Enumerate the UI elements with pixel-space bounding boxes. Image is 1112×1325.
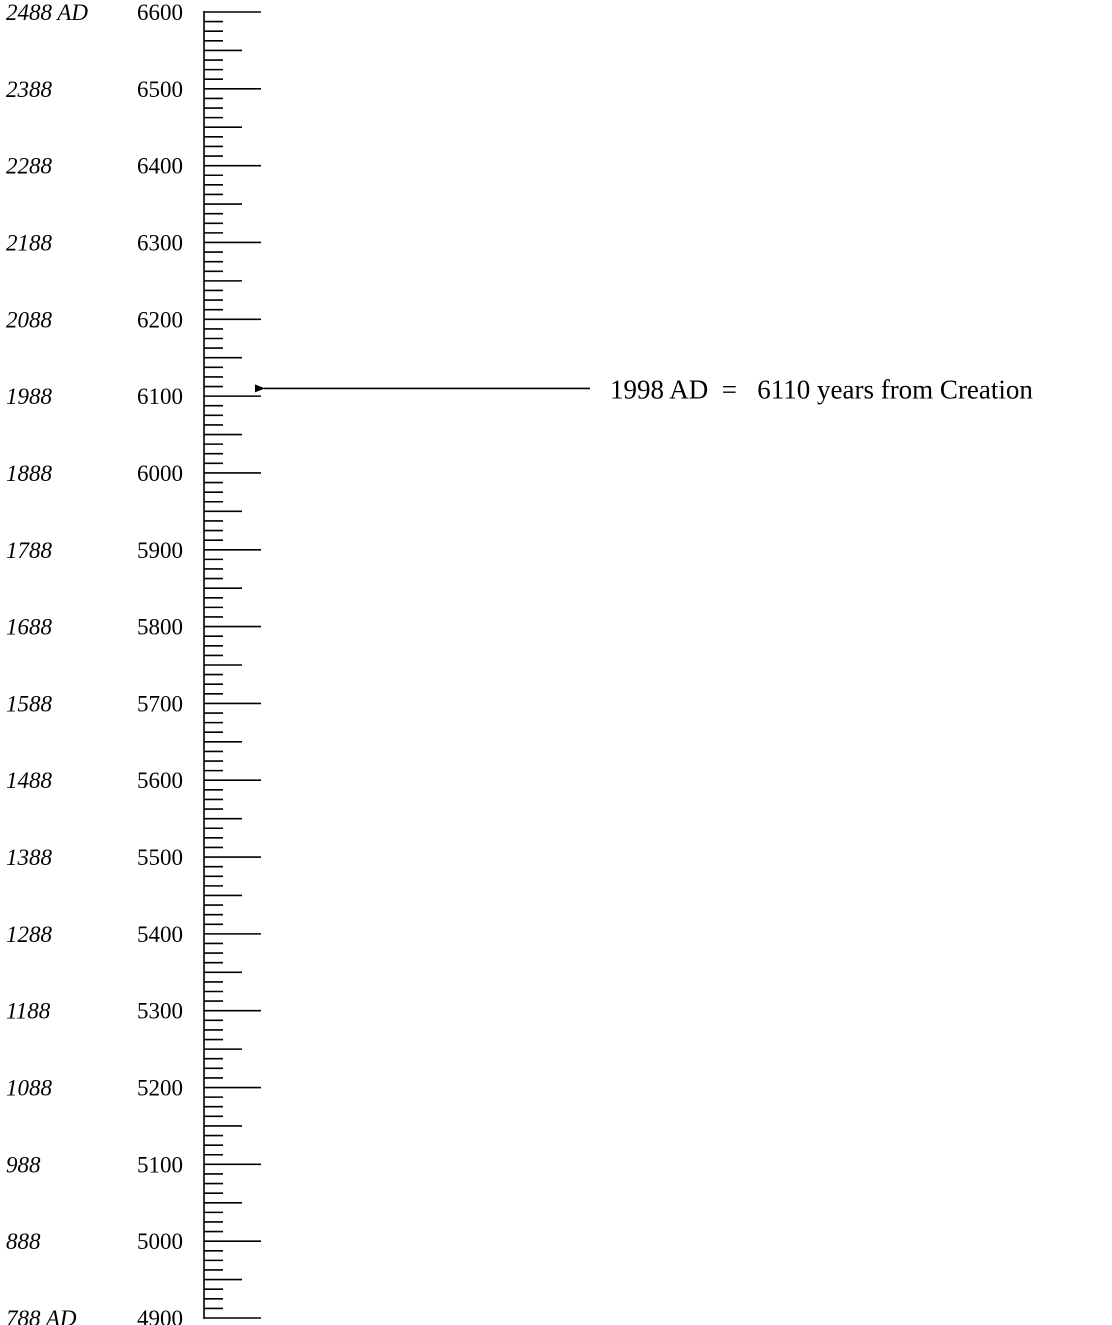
- creation-year-label: 5600: [137, 768, 183, 793]
- labels-layer: 2488 AD 6600 2388 6500 2288 6400 2188 6300 2088 6…: [6, 0, 183, 1325]
- creation-year-label: 5700: [137, 691, 183, 716]
- ad-year-label: 2088: [6, 307, 53, 332]
- creation-year-label: 6000: [137, 461, 183, 486]
- ad-year-label: 988: [6, 1152, 41, 1177]
- creation-year-label: 5800: [137, 615, 183, 640]
- creation-year-label: 5300: [137, 999, 183, 1024]
- creation-year-label: 6500: [137, 77, 183, 102]
- creation-year-label: 5200: [137, 1076, 183, 1101]
- ad-year-label: 1788: [6, 538, 53, 563]
- creation-year-label: 6400: [137, 154, 183, 179]
- creation-year-label: 5100: [137, 1152, 183, 1177]
- ad-year-label: 1488: [6, 768, 53, 793]
- annotation-layer: 1998 AD = 6110 years from Creation: [255, 374, 1033, 404]
- ad-year-label: 2388: [6, 77, 53, 102]
- ad-year-label: 2488 AD: [6, 0, 88, 25]
- creation-year-label: 6300: [137, 230, 183, 255]
- creation-year-label: 4900: [137, 1306, 183, 1325]
- ad-year-label: 1588: [6, 691, 53, 716]
- creation-year-label: 5900: [137, 538, 183, 563]
- creation-year-label: 6100: [137, 384, 183, 409]
- creation-year-label: 5500: [137, 845, 183, 870]
- ad-year-label: 888: [6, 1229, 41, 1254]
- ad-year-label: 2188: [6, 230, 53, 255]
- ad-year-label: 1688: [6, 615, 53, 640]
- creation-year-label: 6600: [137, 0, 183, 25]
- creation-year-label: 6200: [137, 307, 183, 332]
- ad-year-label: 1888: [6, 461, 53, 486]
- ad-year-label: 2288: [6, 154, 53, 179]
- ad-year-label: 788 AD: [6, 1306, 77, 1325]
- ad-year-label: 1988: [6, 384, 53, 409]
- annotation-label: 1998 AD = 6110 years from Creation: [610, 374, 1033, 404]
- ad-year-label: 1288: [6, 922, 53, 947]
- ad-year-label: 1088: [6, 1076, 53, 1101]
- ticks-layer: [203, 11, 261, 1319]
- creation-year-label: 5400: [137, 922, 183, 947]
- creation-year-label: 5000: [137, 1229, 183, 1254]
- ad-year-label: 1188: [6, 999, 51, 1024]
- ad-year-label: 1388: [6, 845, 53, 870]
